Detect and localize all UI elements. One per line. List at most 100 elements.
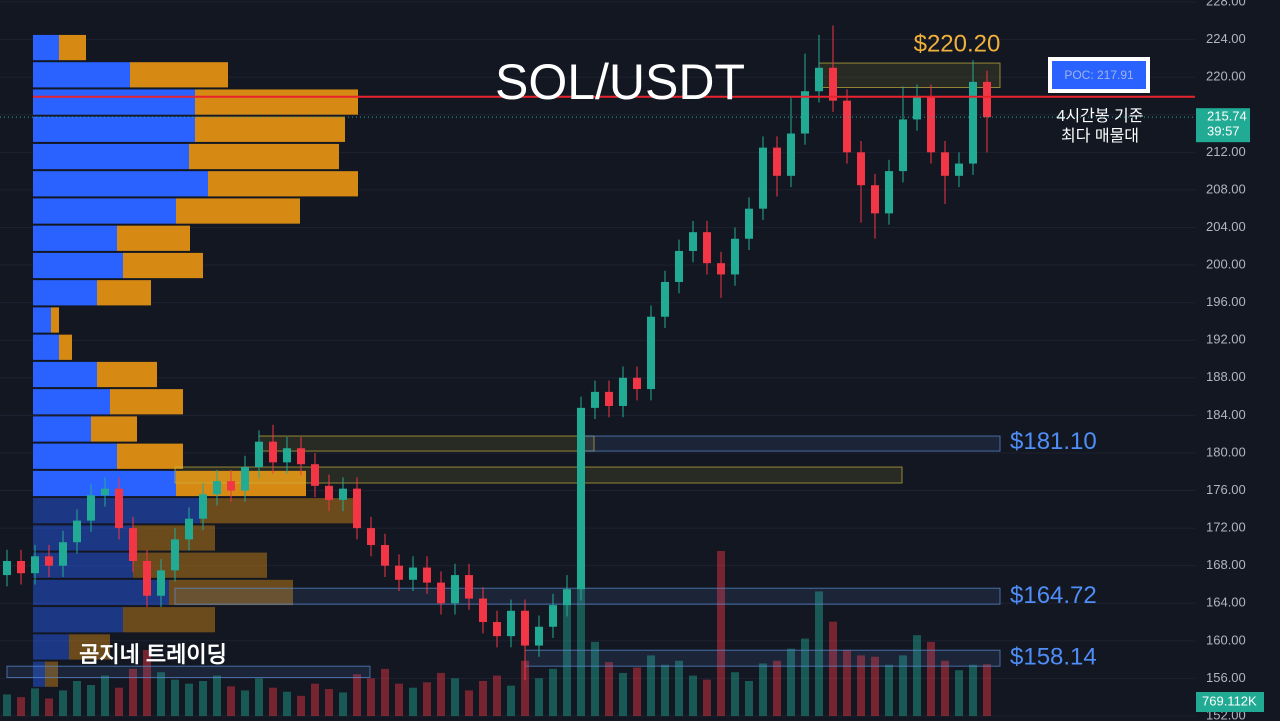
candle-body (591, 391, 599, 408)
candle-body (311, 464, 319, 486)
volume-bar (591, 641, 599, 716)
candle-body (437, 582, 445, 604)
volume-bar (717, 551, 725, 716)
poc-label: POC: 217.91 (1064, 68, 1134, 82)
volume-bar (451, 678, 459, 716)
profile-buy (33, 225, 117, 251)
candle-body (549, 605, 557, 627)
volume-bar (45, 698, 53, 716)
zone (258, 435, 595, 452)
candle-body (969, 81, 977, 164)
profile-buy (33, 171, 208, 197)
candle-body (479, 598, 487, 623)
volume-bar (479, 680, 487, 716)
candle-body (3, 560, 11, 576)
volume-bar (801, 638, 809, 716)
candle-body (899, 119, 907, 172)
candle-body (143, 560, 151, 596)
volume-bar (815, 591, 823, 716)
profile-buy (33, 416, 91, 442)
profile-sell (123, 607, 215, 633)
candle-body (941, 152, 949, 176)
candle-body (633, 377, 641, 390)
profile-sell (195, 89, 358, 115)
candle-body (703, 232, 711, 264)
volume-bar (661, 664, 669, 716)
profile-sell (69, 634, 110, 660)
profile-buy (33, 280, 97, 306)
candle-body (717, 263, 725, 275)
candle-body (367, 528, 375, 546)
candle-body (199, 494, 207, 519)
profile-sell (117, 225, 190, 251)
volume-bar (381, 668, 389, 716)
profile-buy (33, 198, 176, 224)
volume-bar (409, 687, 417, 716)
volume-bar (983, 664, 991, 716)
level-label: $164.72 (1010, 582, 1097, 609)
y-tick-label: 156.00 (1206, 670, 1246, 685)
volume-bar (843, 650, 851, 716)
volume-bar (143, 650, 151, 716)
profile-sell (110, 389, 183, 415)
candle-body (913, 95, 921, 120)
candle-body (955, 163, 963, 176)
y-tick-label: 224.00 (1206, 31, 1246, 46)
profile-sell (169, 579, 293, 606)
level-label: $158.14 (1010, 644, 1097, 671)
volume-bar (199, 680, 207, 716)
volume-bar (101, 675, 109, 716)
volume-bar (535, 678, 543, 716)
volume-bar (969, 664, 977, 716)
candle-body (605, 391, 613, 406)
last-price-tag (1196, 108, 1250, 143)
candle-body (535, 626, 543, 646)
volume-bar (619, 672, 627, 716)
y-tick-label: 188.00 (1206, 369, 1246, 384)
candle-body (409, 567, 417, 580)
y-tick-label: 184.00 (1206, 407, 1246, 422)
profile-buy (33, 143, 189, 170)
candle-body (353, 488, 361, 529)
candle-body (661, 281, 669, 317)
volume-bar (115, 687, 123, 716)
zone (174, 587, 1001, 605)
y-tick-label: 180.00 (1206, 444, 1246, 459)
candle-body (647, 316, 655, 390)
profile-sell (123, 252, 203, 279)
volume-bar (493, 675, 501, 716)
candle-body (227, 481, 235, 491)
candle-body (843, 100, 851, 153)
volume-bar (885, 664, 893, 716)
volume-bar (745, 680, 753, 716)
candle-body (507, 610, 515, 637)
y-tick-label: 164.00 (1206, 595, 1246, 610)
candle-body (465, 575, 473, 599)
candle-body (59, 542, 67, 566)
candle-body (493, 622, 501, 637)
volume-bar (227, 686, 235, 716)
volume-bar (157, 672, 165, 716)
watermark: 곰지네 트레이딩 (79, 642, 227, 667)
poc-box-inner (1052, 61, 1146, 89)
profile-buy (33, 34, 59, 61)
volume-bar (129, 668, 137, 716)
profile-sell (117, 443, 183, 469)
candles (3, 25, 991, 681)
volume-bar (395, 683, 403, 716)
level-label: $181.10 (1010, 428, 1097, 455)
volume-bar (913, 635, 921, 716)
volume-bar (941, 660, 949, 716)
volume-bar (899, 655, 907, 716)
volume-bar (731, 672, 739, 716)
profile-sell (200, 498, 355, 524)
zones (6, 62, 1001, 678)
volume-bar (549, 668, 557, 716)
profile-buy (33, 525, 133, 551)
volume-bar (773, 660, 781, 716)
candle-body (269, 441, 277, 463)
profile-buy (33, 89, 195, 115)
profile-sell (59, 34, 86, 61)
volume-bar (283, 691, 291, 716)
